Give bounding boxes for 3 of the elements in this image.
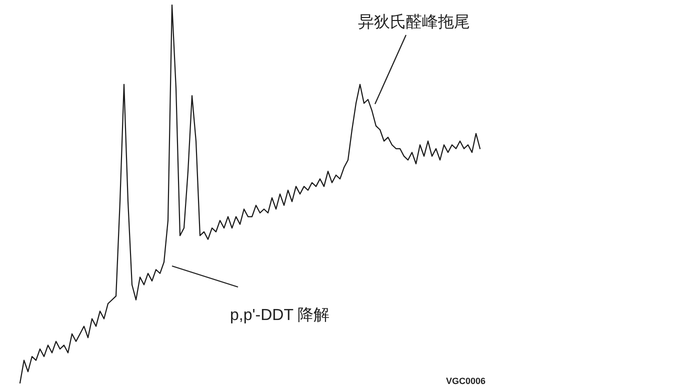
annotation: 异狄氏醛峰拖尾 [358,13,470,31]
annotation: p,p'-DDT 降解 [230,307,330,324]
annotation: VGC0006 [446,376,486,386]
